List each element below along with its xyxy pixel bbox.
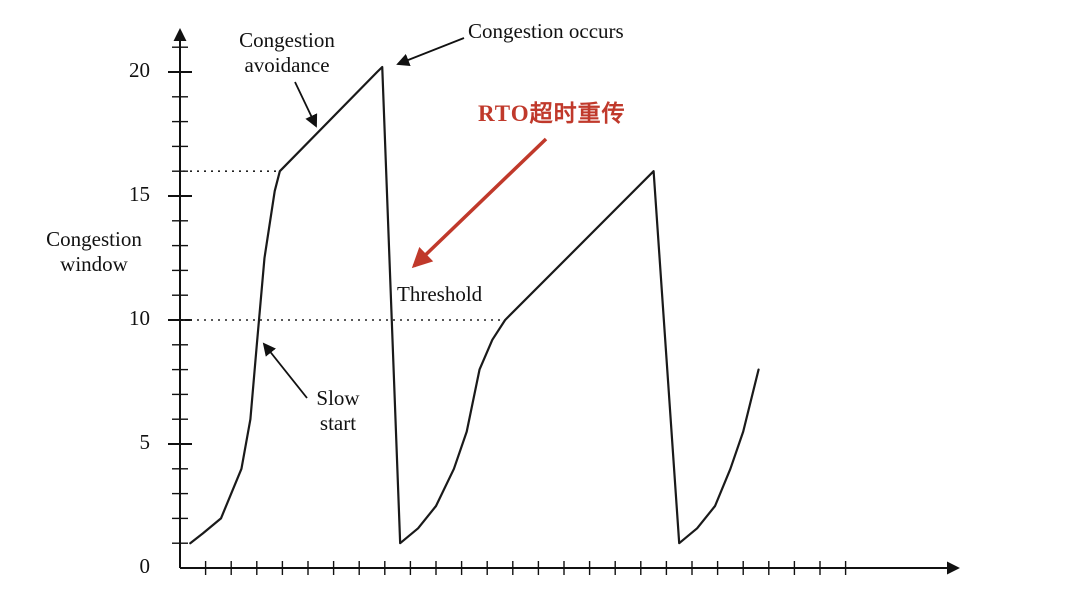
- slow-start-line2: start: [319, 410, 357, 435]
- threshold-label: Threshold: [397, 282, 483, 306]
- rto-arrow: [411, 137, 548, 269]
- annotation-arrows: [262, 37, 548, 399]
- y-axis-tick-label: 10: [129, 306, 150, 330]
- congestion-occurs-arrow: [396, 37, 465, 66]
- series-congestion-window: [189, 65, 760, 545]
- y-axis-title-line1: Congestion: [46, 227, 142, 251]
- y-axis-title-line2: window: [60, 251, 128, 276]
- y-axis-tick-label: 0: [139, 554, 151, 578]
- congestion-occurs-label: Congestion occurs: [468, 19, 624, 43]
- y-axis-tick-label: 5: [139, 430, 151, 454]
- slow-start-arrow: [262, 342, 308, 399]
- congestion-avoidance-line2: avoidance: [244, 52, 330, 77]
- y-axis-tick-label: 20: [129, 58, 150, 82]
- congestion-avoidance-line1: Congestion: [239, 28, 335, 52]
- y-axis-title: Congestion window: [24, 227, 164, 277]
- plot-layer: [168, 28, 960, 575]
- congestion-avoidance-label: Congestion avoidance: [216, 28, 358, 78]
- slow-start-label: Slow start: [296, 386, 380, 436]
- slow-start-line1: Slow: [316, 386, 360, 410]
- congestion-avoidance-arrow: [294, 81, 318, 128]
- rto-retransmit-label: RTO超时重传: [478, 101, 626, 126]
- y-axis-tick-label: 15: [129, 182, 150, 206]
